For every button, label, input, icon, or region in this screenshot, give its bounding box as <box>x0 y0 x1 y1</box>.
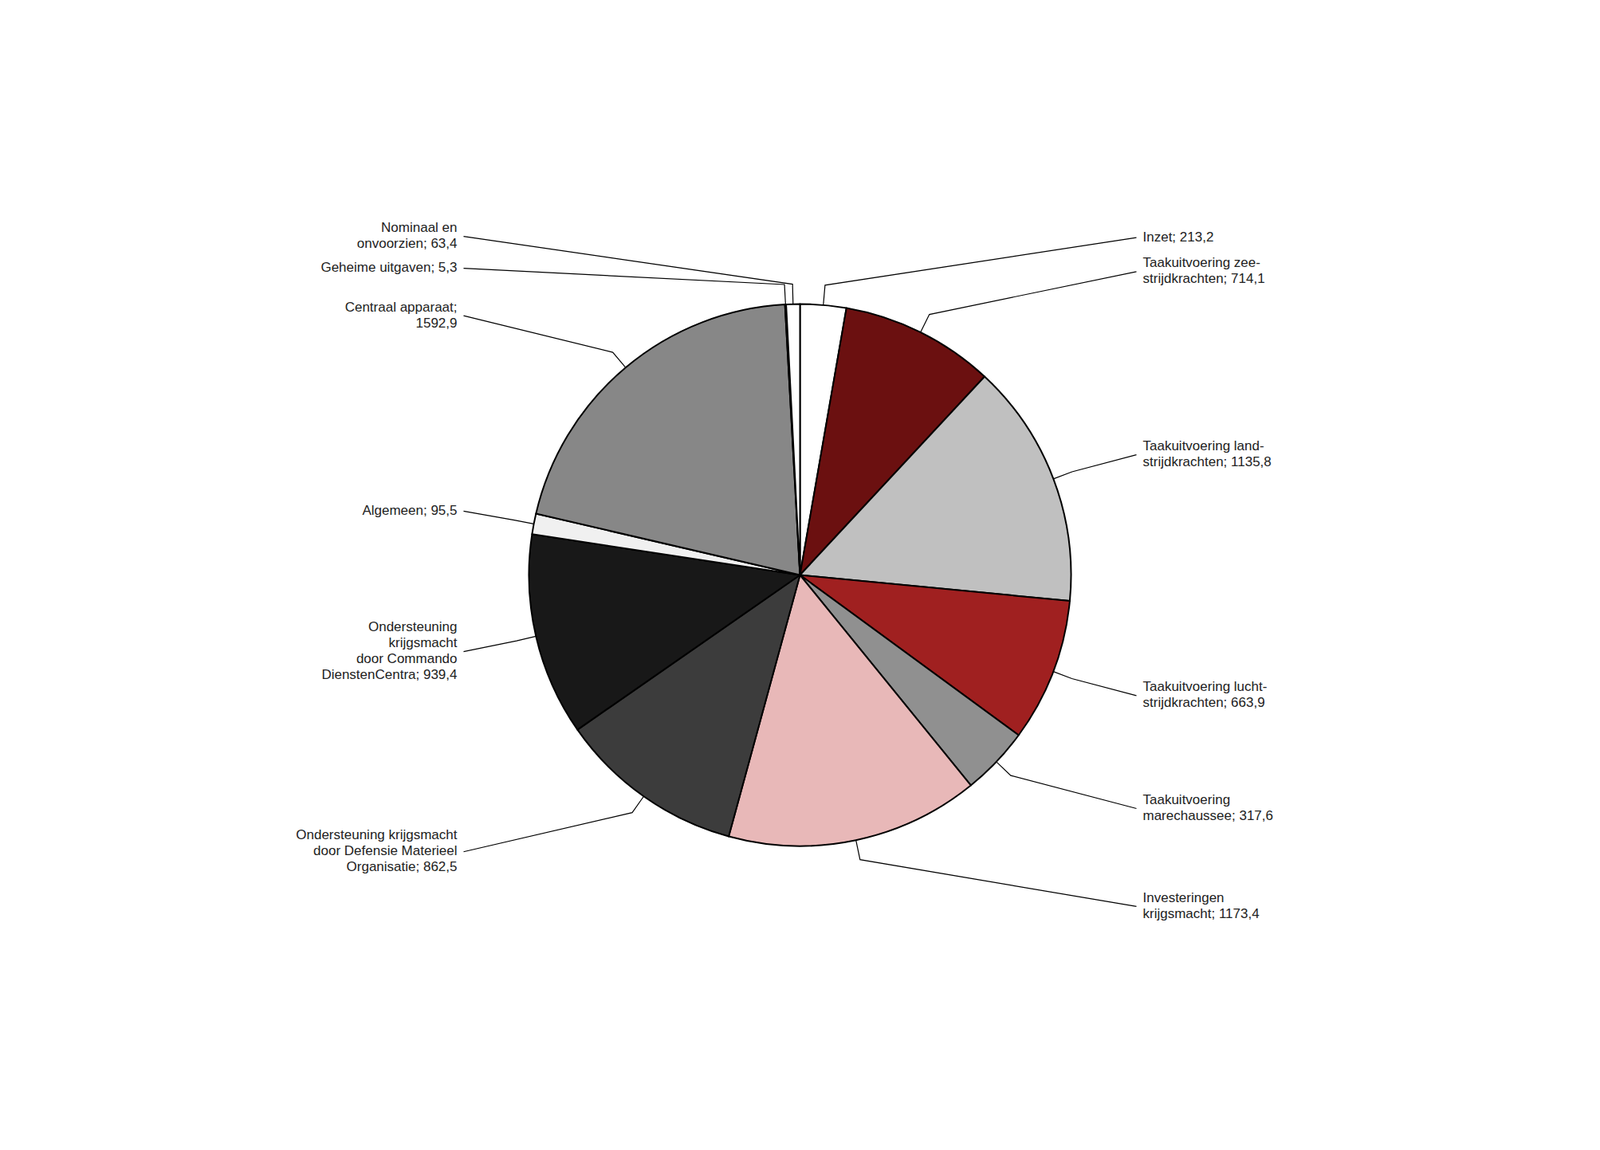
chart-container: Inzet; 213,2 Taakuitvoering zee-strijdkra… <box>0 0 1600 1150</box>
slice-label-line: marechaussee; 317,6 <box>1143 808 1274 824</box>
slice-label-line: Inzet; 213,2 <box>1143 229 1215 245</box>
slice-label-line: krijgsmacht; 1173,4 <box>1143 906 1260 922</box>
pie-slice <box>786 304 800 576</box>
leader-line <box>920 271 1137 333</box>
leader-lines <box>463 236 1137 908</box>
slice-label-line: strijdkrachten; 663,9 <box>1143 695 1266 711</box>
slice-label: Ondersteuningkrijgsmachtdoor CommandoDie… <box>321 619 457 683</box>
slice-label-line: Algemeen; 95,5 <box>361 503 457 519</box>
slice-label-line: Centraal apparaat; <box>345 299 458 315</box>
leader-line <box>463 511 535 524</box>
slice-label-line: strijdkrachten; 1135,8 <box>1143 454 1272 470</box>
slice-label-line: Taakuitvoering <box>1143 792 1231 808</box>
slice-label-line: door Commando <box>356 651 458 667</box>
slice-label: Taakuitvoering lucht-strijdkrachten; 663… <box>1143 679 1268 711</box>
labels: Inzet; 213,2 Taakuitvoering zee-strijdkra… <box>295 220 1274 922</box>
slice-label-line: 1592,9 <box>416 315 458 331</box>
slice-label: Taakuitvoeringmarechaussee; 317,6 <box>1143 792 1274 824</box>
slice-label: Centraal apparaat;1592,9 <box>345 299 458 331</box>
slice-label: Inzet; 213,2 <box>1143 229 1215 245</box>
pie-chart: Inzet; 213,2 Taakuitvoering zee-strijdkra… <box>0 0 1600 1150</box>
slice-label-line: strijdkrachten; 714,1 <box>1143 271 1266 287</box>
leader-line <box>1053 455 1137 480</box>
leader-line <box>463 796 645 852</box>
slice-label-line: krijgsmacht <box>389 635 458 651</box>
leader-line <box>856 840 1137 907</box>
leader-line <box>823 237 1137 306</box>
slice-label: Geheime uitgaven; 5,3 <box>320 259 457 276</box>
slice-label: Investeringenkrijgsmacht; 1173,4 <box>1143 890 1260 922</box>
slice-label-line: DienstenCentra; 939,4 <box>321 667 457 683</box>
leader-line <box>1053 672 1137 696</box>
slice-label-line: Organisatie; 862,5 <box>346 859 458 875</box>
slice-label-line: Geheime uitgaven; 5,3 <box>320 259 457 276</box>
slice-label-line: door Defensie Materieel <box>313 843 457 859</box>
leader-line <box>463 268 787 305</box>
slice-label-line: Nominaal en <box>381 220 457 236</box>
slice-label-line: Taakuitvoering zee- <box>1143 255 1261 271</box>
leader-line <box>463 236 794 305</box>
slice-label-line: Taakuitvoering land- <box>1143 438 1265 454</box>
slice-label: Nominaal enonvoorzien; 63,4 <box>357 220 458 252</box>
slice-label: Taakuitvoering zee-strijdkrachten; 714,1 <box>1143 255 1266 287</box>
slice-label: Algemeen; 95,5 <box>361 503 457 519</box>
leader-line <box>463 636 537 652</box>
pie-slice <box>535 304 800 575</box>
slice-label-line: Taakuitvoering lucht- <box>1143 679 1268 695</box>
slice-label: Ondersteuning krijgsmachtdoor Defensie M… <box>295 827 457 875</box>
slice-label: Taakuitvoering land-strijdkrachten; 1135… <box>1143 438 1272 470</box>
slice-label-line: Investeringen <box>1143 890 1225 906</box>
slices <box>529 304 1072 847</box>
leader-line <box>463 315 626 368</box>
slice-label-line: Ondersteuning <box>368 619 458 635</box>
slice-label-line: Ondersteuning krijgsmacht <box>295 827 457 843</box>
pie-slice <box>785 304 801 576</box>
pie-slice <box>800 377 1072 602</box>
leader-line <box>996 762 1137 810</box>
slice-label-line: onvoorzien; 63,4 <box>357 235 458 252</box>
